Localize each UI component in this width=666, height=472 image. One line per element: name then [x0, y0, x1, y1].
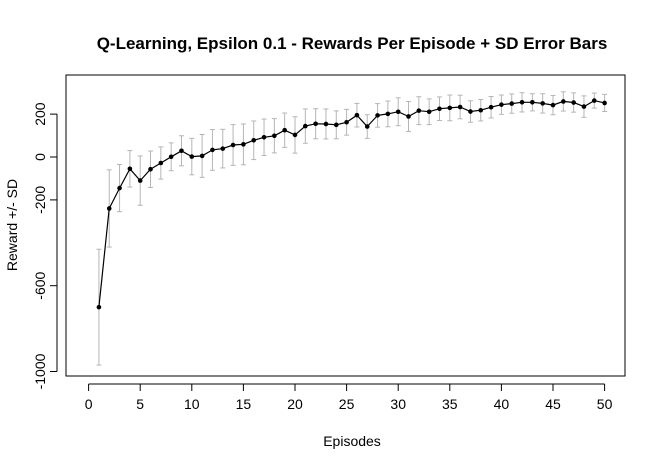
data-point — [571, 100, 576, 105]
data-point — [519, 100, 525, 105]
data-point — [168, 154, 174, 160]
x-tick-label: 5 — [136, 396, 144, 412]
data-point — [581, 104, 587, 109]
data-point — [426, 109, 432, 115]
x-tick-label: 15 — [236, 396, 252, 412]
x-tick-label: 50 — [597, 396, 613, 412]
data-point — [344, 119, 349, 125]
data-point — [385, 111, 391, 117]
y-tick-label: -200 — [32, 186, 48, 214]
data-point — [550, 102, 556, 108]
data-point — [261, 134, 267, 140]
data-point — [137, 178, 143, 183]
data-point — [468, 109, 473, 114]
plot-frame — [65, 74, 626, 377]
data-point — [437, 106, 442, 112]
x-axis: 0 5 10 15 20 25 30 35 40 45 50 — [85, 383, 613, 412]
data-point — [333, 122, 339, 128]
data-point — [364, 124, 370, 129]
x-tick-label: 20 — [287, 396, 303, 412]
data-point — [457, 104, 463, 110]
data-point — [158, 160, 164, 166]
x-tick-label: 0 — [85, 396, 93, 412]
y-tick-label: 200 — [32, 102, 48, 126]
data-point — [96, 304, 102, 310]
data-point — [447, 105, 453, 111]
data-point — [540, 101, 545, 106]
data-point — [591, 98, 597, 103]
data-points — [96, 98, 607, 310]
x-tick-label: 30 — [390, 396, 406, 412]
x-tick-label: 40 — [494, 396, 510, 412]
x-tick-label: 25 — [339, 396, 355, 412]
error-bars — [96, 91, 608, 366]
y-tick-label: 0 — [32, 153, 48, 161]
data-point — [282, 127, 287, 133]
data-point — [375, 113, 380, 118]
data-point — [241, 142, 246, 147]
chart-title: Q-Learning, Epsilon 0.1 - Rewards Per Ep… — [97, 34, 608, 53]
y-axis: -1000 -600 -200 0 200 — [32, 102, 58, 389]
data-point — [199, 153, 205, 159]
data-point — [530, 100, 535, 105]
data-point — [106, 206, 112, 211]
series-line — [98, 99, 605, 308]
x-tick-label: 10 — [184, 396, 200, 412]
y-tick-label: -1000 — [32, 353, 48, 389]
x-tick-label: 45 — [545, 396, 561, 412]
x-axis-label: Episodes — [323, 433, 381, 449]
data-point — [488, 104, 494, 110]
data-point — [323, 121, 329, 127]
data-point — [354, 112, 360, 118]
data-point — [179, 148, 184, 154]
data-point — [189, 154, 195, 159]
data-point — [303, 123, 308, 129]
data-point — [561, 99, 566, 104]
data-point — [220, 146, 226, 151]
data-point — [117, 185, 122, 191]
data-point — [406, 114, 411, 119]
data-point — [478, 107, 484, 113]
data-point — [230, 142, 236, 148]
data-point — [509, 101, 515, 106]
data-point — [499, 102, 504, 107]
reward-line — [98, 99, 605, 308]
data-point — [313, 121, 318, 127]
data-point — [127, 166, 133, 172]
data-point — [602, 100, 607, 106]
data-point — [292, 132, 298, 138]
y-tick-label: -600 — [32, 271, 48, 299]
data-point — [251, 137, 257, 143]
data-point — [210, 147, 215, 153]
data-point — [416, 108, 422, 113]
data-point — [148, 166, 153, 172]
data-point — [395, 109, 401, 115]
data-point — [272, 133, 277, 139]
y-axis-label: Reward +/- SD — [4, 179, 20, 271]
x-tick-label: 35 — [442, 396, 458, 412]
